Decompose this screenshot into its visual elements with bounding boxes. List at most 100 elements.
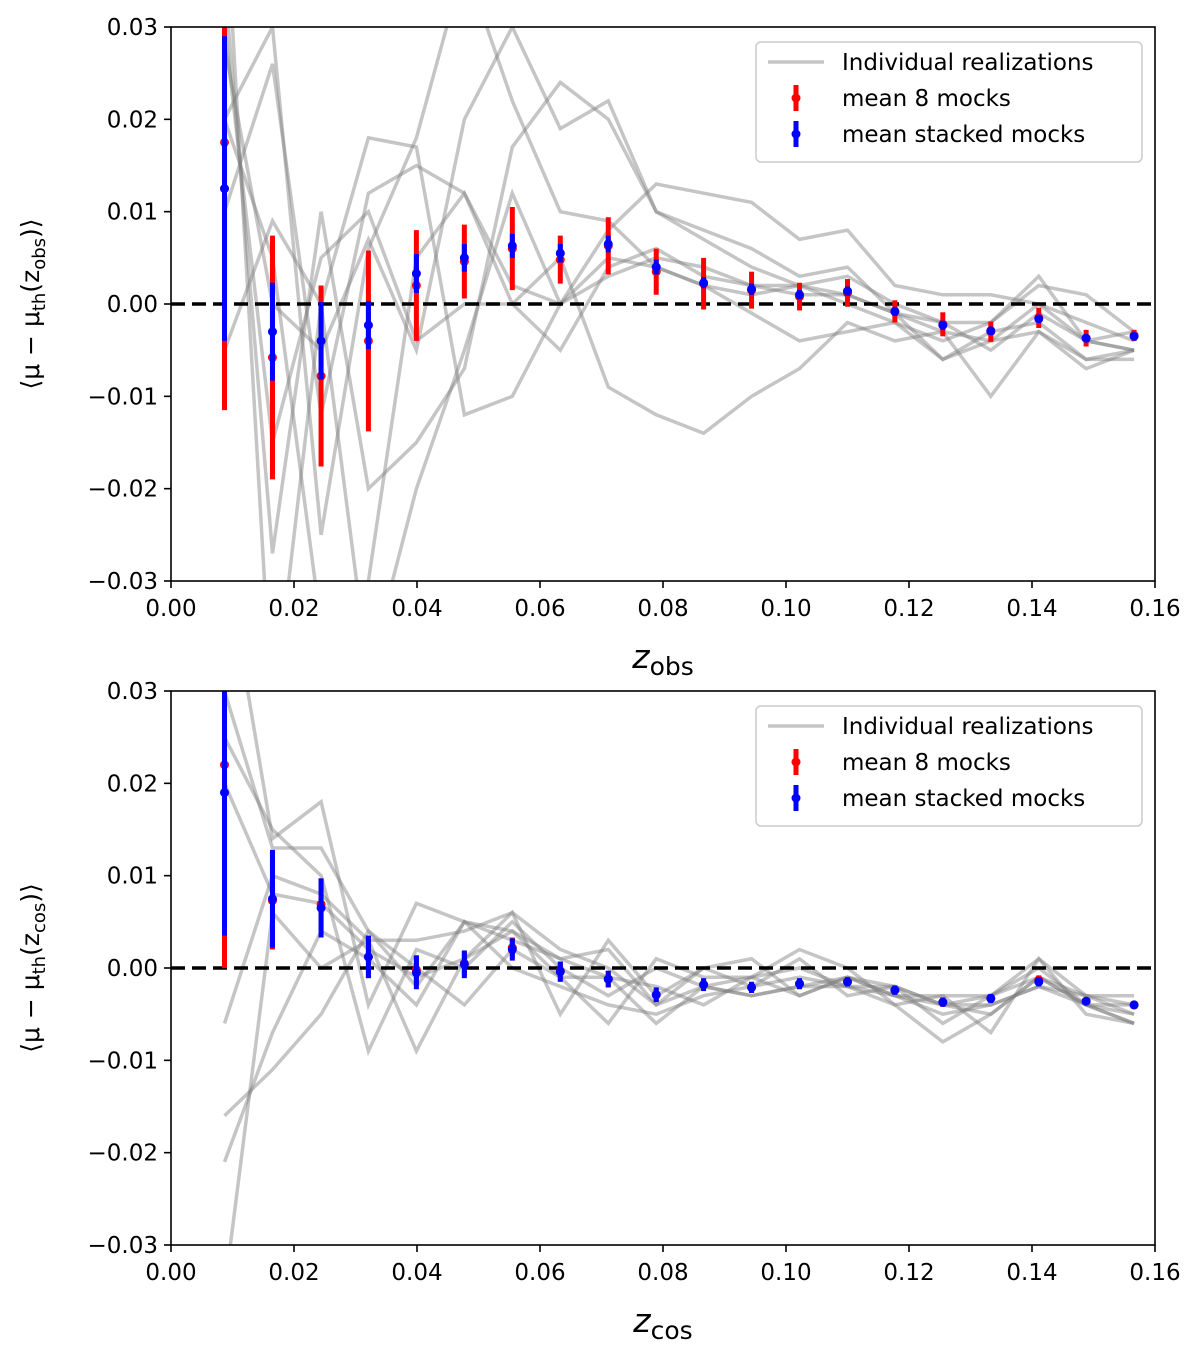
data-point xyxy=(795,979,805,989)
data-point xyxy=(411,968,421,978)
x-tick-label: 0.12 xyxy=(883,596,934,622)
data-point xyxy=(890,306,900,316)
y-tick-label: 0.00 xyxy=(107,956,158,982)
data-point xyxy=(699,980,709,990)
data-point xyxy=(986,326,996,336)
series-mean-stacked-mocks xyxy=(220,691,1139,1010)
legend-label-mean-stacked-mocks: mean stacked mocks xyxy=(842,786,1085,812)
realization-line-3 xyxy=(222,135,1135,418)
x-tick-label: 0.08 xyxy=(637,596,688,622)
x-tick-label: 0.16 xyxy=(1129,1260,1180,1286)
y-axis-label-part: ⟨μ − μ xyxy=(16,311,45,390)
data-point xyxy=(555,967,565,977)
data-point xyxy=(1034,977,1044,987)
legend-label-mean-8-mocks: mean 8 mocks xyxy=(842,86,1011,112)
legend: Individual realizations mean 8 mocks mean … xyxy=(755,41,1143,163)
x-tick-label: 0.10 xyxy=(760,596,811,622)
y-axis-label-part: )⟩ xyxy=(16,883,45,903)
data-point xyxy=(938,320,948,330)
data-point xyxy=(843,286,852,296)
y-tick-label: 0.01 xyxy=(107,864,158,890)
x-tick-label: 0.10 xyxy=(760,1260,811,1286)
legend-label-mean-8-mocks: mean 8 mocks xyxy=(842,750,1011,776)
data-point xyxy=(363,952,373,962)
data-point xyxy=(986,993,996,1003)
data-point xyxy=(1129,1000,1139,1010)
x-tick-label: 0.06 xyxy=(514,596,565,622)
x-tick-label: 0.16 xyxy=(1129,596,1180,622)
data-point xyxy=(1034,314,1044,324)
x-axis-label: zobs xyxy=(631,637,694,681)
y-tick-label: 0.00 xyxy=(107,292,158,318)
y-axis-label: ⟨μ − μth(zcos)⟩ xyxy=(16,883,50,1053)
realization-line-6 xyxy=(230,27,1135,581)
data-point xyxy=(555,248,565,258)
data-point xyxy=(1129,331,1139,341)
y-axis-label-part: th xyxy=(29,293,50,311)
data-point xyxy=(603,974,613,984)
x-tick-label: 0.00 xyxy=(145,1260,196,1286)
x-axis-label-main: z xyxy=(632,1301,651,1340)
data-point xyxy=(316,903,326,913)
data-point xyxy=(603,239,613,249)
legend-label-mean-stacked-mocks: mean stacked mocks xyxy=(842,122,1085,148)
legend-box xyxy=(755,705,1143,827)
y-axis-label-part: (z xyxy=(16,270,45,293)
realization-line-2 xyxy=(222,63,1135,416)
y-tick-label: 0.03 xyxy=(107,679,158,705)
plot-area xyxy=(171,27,1155,581)
y-tick-label: 0.02 xyxy=(107,107,158,133)
data-point xyxy=(267,894,277,904)
data-point xyxy=(411,269,421,279)
data-point xyxy=(890,985,900,995)
x-tick-label: 0.08 xyxy=(637,1260,688,1286)
data-point xyxy=(1081,996,1091,1006)
x-tick-label: 0.04 xyxy=(391,1260,442,1286)
data-point xyxy=(363,320,373,330)
legend-mean8-marker xyxy=(791,757,801,767)
data-point xyxy=(459,253,469,263)
y-axis-label-part: obs xyxy=(29,238,50,270)
realization-line-5 xyxy=(222,27,1135,443)
y-tick-label: 0.01 xyxy=(107,200,158,226)
y-tick-label: −0.02 xyxy=(88,1141,158,1167)
x-tick-label: 0.14 xyxy=(1006,596,1057,622)
realization-line-3 xyxy=(222,736,1135,1057)
legend: Individual realizations mean 8 mocks mean … xyxy=(755,705,1143,827)
plot-area xyxy=(171,691,1155,1245)
legend-label-realizations: Individual realizations xyxy=(842,714,1094,740)
data-point xyxy=(507,241,517,251)
x-axis-label-subscript: obs xyxy=(650,652,694,681)
x-tick-label: 0.14 xyxy=(1006,1260,1057,1286)
legend-label-realizations: Individual realizations xyxy=(842,50,1094,76)
realization-line-7 xyxy=(222,118,1136,581)
x-tick-label: 0.02 xyxy=(268,596,319,622)
legend-box xyxy=(755,41,1143,163)
data-point xyxy=(795,290,805,300)
data-point xyxy=(267,327,277,337)
y-axis-label-part: cos xyxy=(29,903,50,933)
x-axis-label-subscript: cos xyxy=(651,1316,693,1345)
data-point xyxy=(651,990,661,1000)
realization-line-8 xyxy=(222,27,1135,362)
x-tick-label: 0.06 xyxy=(514,1260,565,1286)
y-tick-label: −0.03 xyxy=(88,569,158,595)
data-point xyxy=(747,982,757,992)
data-point xyxy=(507,945,517,955)
y-axis-label-part: th xyxy=(29,956,50,974)
y-tick-label: 0.03 xyxy=(107,15,158,41)
data-point xyxy=(651,262,661,272)
data-point xyxy=(1081,333,1091,343)
realization-line-1 xyxy=(245,691,1135,1017)
realization-line-4 xyxy=(226,27,1135,554)
x-tick-label: 0.04 xyxy=(391,596,442,622)
y-tick-label: −0.03 xyxy=(88,1233,158,1259)
data-point xyxy=(843,977,852,987)
realization-line-1 xyxy=(222,27,1135,536)
realization-line-7 xyxy=(228,908,1135,1245)
y-axis-label-part: ⟨μ − μ xyxy=(16,974,45,1053)
y-axis-label: ⟨μ − μth(zobs)⟩ xyxy=(16,218,50,389)
data-point xyxy=(459,959,469,969)
series-mean-stacked-mocks xyxy=(220,36,1139,381)
realization-line-6 xyxy=(222,918,1135,1163)
